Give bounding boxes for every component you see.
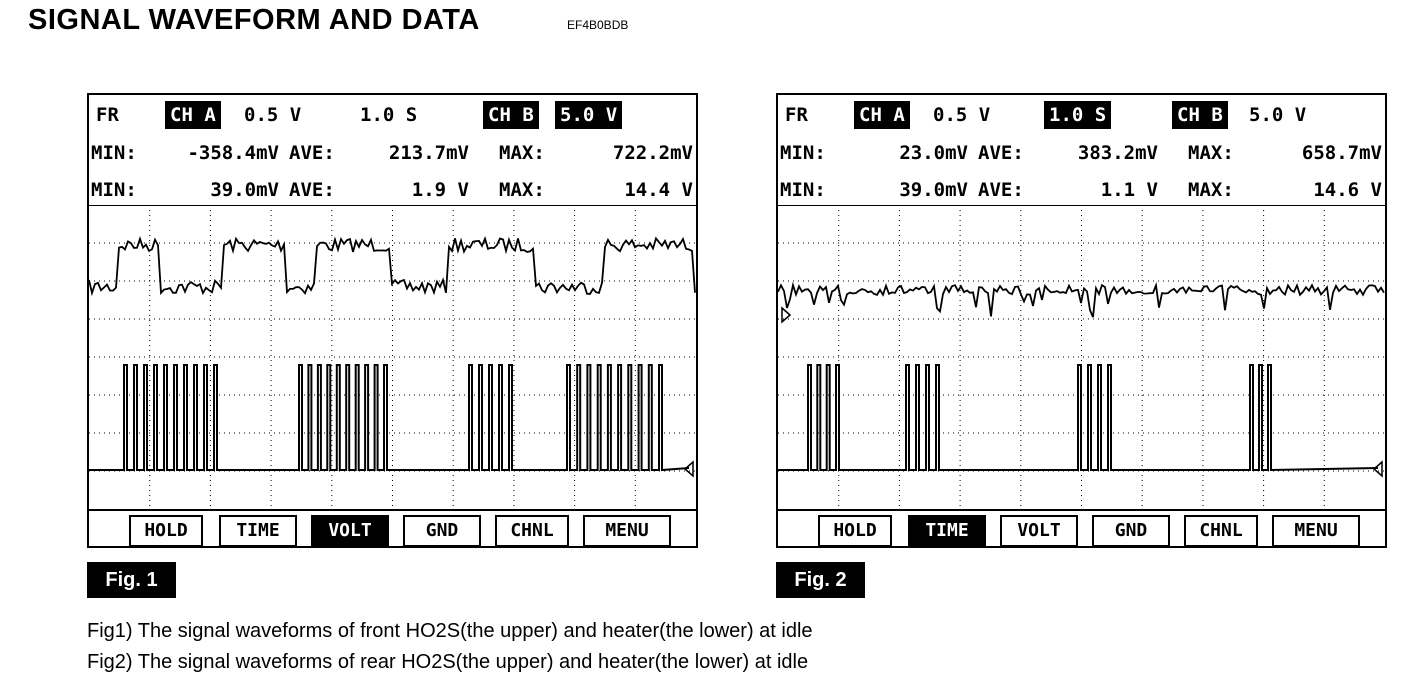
setting: FR (96, 104, 119, 126)
scope-screen: FR CH A 0.5 V 1.0 S CH B 5.0 V MIN: 23.0mV AVE: 3… (776, 93, 1387, 548)
signal-trace (89, 235, 696, 297)
stat-label: AVE: (978, 142, 1024, 164)
stat-label: MAX: (1188, 142, 1234, 164)
button: CHNL (495, 515, 569, 547)
stat-value: 722.2mV (612, 142, 693, 164)
setting: FR (785, 104, 808, 126)
waveform-grid (778, 205, 1385, 511)
stat-value: -358.4mV (187, 142, 279, 164)
button: MENU (583, 515, 671, 547)
setting: CH B (483, 101, 539, 129)
caption: Fig1) The signal waveforms of front HO2S… (87, 620, 813, 642)
stat-label: MIN: (780, 179, 826, 201)
button: TIME (908, 515, 986, 547)
button: VOLT (311, 515, 389, 547)
stat-label: MAX: (499, 142, 545, 164)
setting: 5.0 V (555, 101, 623, 129)
stat-value: 383.2mV (1077, 142, 1158, 164)
setting: 1.0 S (360, 104, 418, 126)
setting: CH A (165, 101, 221, 129)
setting: 0.5 V (244, 104, 302, 126)
button: HOLD (818, 515, 892, 547)
marker (683, 460, 694, 478)
stat-value: 39.0mV (899, 179, 968, 201)
stat-value: 213.7mV (388, 142, 469, 164)
setting: 0.5 V (933, 104, 991, 126)
stat-value: 23.0mV (899, 142, 968, 164)
scope-screen: FR CH A 0.5 V 1.0 S CH B 5.0 V MIN: -358.4mV AVE… (87, 93, 698, 548)
stat-value: 1.9 V (411, 179, 469, 201)
button: VOLT (1000, 515, 1078, 547)
stat-label: MIN: (91, 142, 137, 164)
signal-trace (778, 281, 1385, 318)
stat-label: AVE: (978, 179, 1024, 201)
heater-trace (778, 364, 1379, 472)
button: MENU (1272, 515, 1360, 547)
setting: CH B (1172, 101, 1228, 129)
stat-value: 658.7mV (1301, 142, 1382, 164)
marker (1372, 460, 1383, 478)
code: EF4B0BDB (567, 18, 629, 32)
stat-value: 39.0mV (210, 179, 279, 201)
stat-value: 14.4 V (624, 179, 693, 201)
stat-value: 1.1 V (1100, 179, 1158, 201)
button: CHNL (1184, 515, 1258, 547)
setting: 1.0 S (1044, 101, 1112, 129)
marker (781, 306, 792, 324)
figure-label: Fig. 1 (87, 562, 176, 598)
stat-label: MAX: (499, 179, 545, 201)
button: TIME (219, 515, 297, 547)
stat-label: MIN: (91, 179, 137, 201)
button: GND (403, 515, 481, 547)
title: SIGNAL WAVEFORM AND DATA (28, 4, 480, 36)
stat-label: MIN: (780, 142, 826, 164)
setting: 5.0 V (1249, 104, 1307, 126)
stat-label: MAX: (1188, 179, 1234, 201)
setting: CH A (854, 101, 910, 129)
stat-label: AVE: (289, 179, 335, 201)
waveform-grid (89, 205, 696, 511)
button: HOLD (129, 515, 203, 547)
stat-value: 14.6 V (1313, 179, 1382, 201)
stat-label: AVE: (289, 142, 335, 164)
heater-trace (89, 364, 690, 472)
caption: Fig2) The signal waveforms of rear HO2S(… (87, 651, 809, 673)
button: GND (1092, 515, 1170, 547)
figure-label: Fig. 2 (776, 562, 865, 598)
